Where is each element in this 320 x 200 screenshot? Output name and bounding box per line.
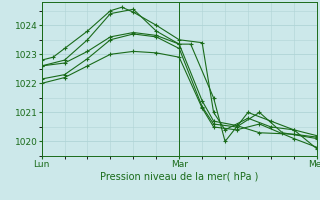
X-axis label: Pression niveau de la mer( hPa ): Pression niveau de la mer( hPa )	[100, 172, 258, 182]
